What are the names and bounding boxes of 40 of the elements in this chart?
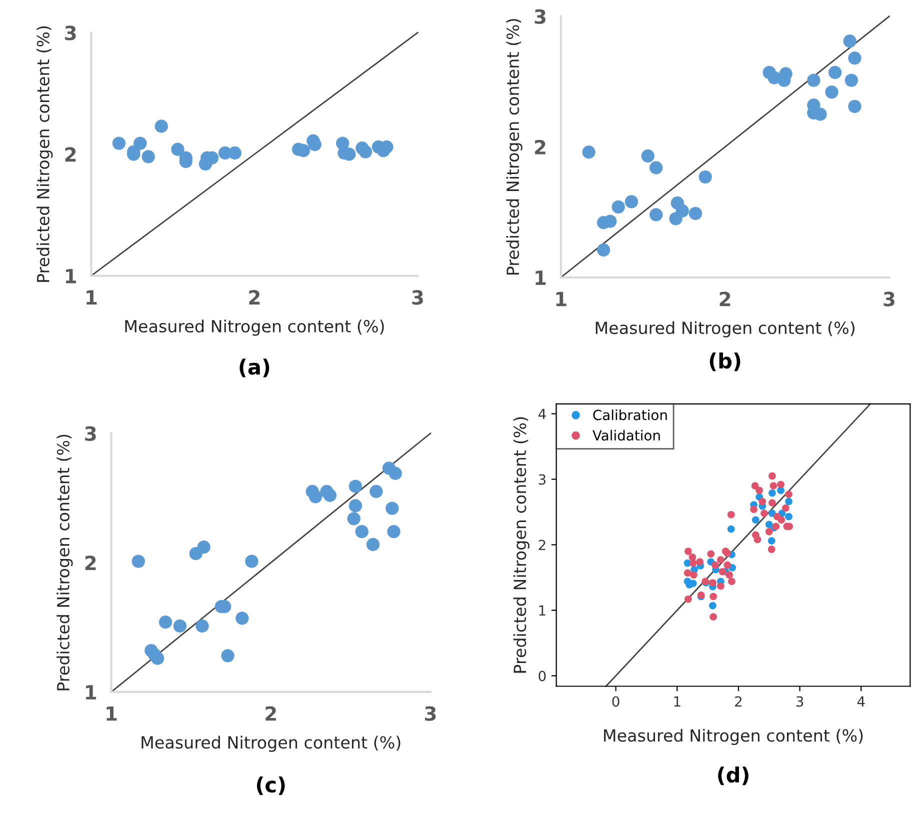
x-tick-label: 2 [266,706,276,721]
y-tick-label: 0 [538,670,546,682]
y-tick-label: 3 [534,9,546,24]
x-axis-title: Measured Nitrogen content (%) [604,728,863,745]
y-tick-label: 3 [65,26,76,40]
y-axis-title: Predicted Nitrogen content (%) [506,19,522,274]
x-axis-title: Measured Nitrogen content (%) [125,320,384,336]
y-tick-label: 2 [65,147,76,162]
x-tick-label: 1 [556,292,566,306]
x-tick-label: 0 [612,696,620,707]
y-axis-title: Predicted Nitrogen content (%) [36,26,53,282]
y-tick-label: 1 [536,270,546,285]
text: (a) [240,358,270,378]
y-tick-label: 4 [538,408,546,420]
text: (b) [710,352,740,372]
y-tick-label: 1 [539,605,546,616]
y-tick-label: 2 [85,556,96,570]
y-tick-label: 3 [85,426,96,441]
legend-label: Validation [592,430,660,441]
x-tick-label: 3 [884,292,894,306]
x-axis-title: Measured Nitrogen content (%) [142,736,400,752]
x-tick-label: 2 [720,292,730,306]
x-tick-label: 1 [674,696,680,707]
y-tick-label: 3 [538,474,546,485]
x-axis-title: Measured Nitrogen content (%) [596,321,854,338]
x-tick-label: 2 [735,696,742,707]
legend-label: Calibration [593,409,667,420]
x-tick-label: 3 [425,706,436,721]
y-tick-label: 2 [538,540,546,550]
y-tick-label: 1 [66,269,76,284]
x-tick-label: 3 [412,290,423,305]
x-tick-label: 2 [249,290,260,304]
x-tick-label: 3 [796,696,804,707]
x-tick-label: 1 [106,706,117,721]
text: (c) [256,776,285,796]
y-tick-label: 2 [535,140,546,154]
y-axis-title: Predicted Nitrogen content (%) [56,434,73,690]
y-axis-title: Predicted Nitrogen content (%) [513,417,530,673]
text: (d) [718,766,748,786]
x-tick-label: 4 [857,696,865,707]
